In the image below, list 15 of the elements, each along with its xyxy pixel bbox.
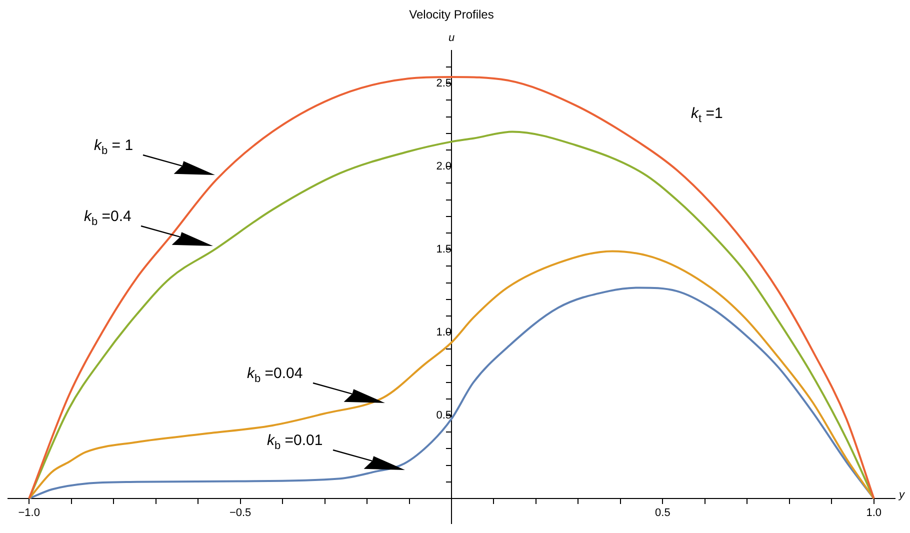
x-tick-label: 0.5 xyxy=(655,507,670,520)
annotation: k$_{b}$ = 1 xyxy=(94,137,134,157)
x-tick-label: 1.0 xyxy=(866,507,882,520)
annotation: k$_{b}$ =0.04 xyxy=(247,365,303,385)
y-tick-label: 1.5 xyxy=(436,244,452,256)
y-axis-title: u xyxy=(448,32,455,44)
x-tick-label: −1.0 xyxy=(18,507,40,520)
y-tick-label: 2.5 xyxy=(436,78,452,90)
chart-title: Velocity Profiles xyxy=(409,8,494,22)
y-tick-label: 0.5 xyxy=(436,410,452,422)
annotation: k$_{b}$ =0.4 xyxy=(84,208,132,228)
annotation: k$_{t}$ =1 xyxy=(690,105,723,126)
annotation: k$_{b}$ =0.01 xyxy=(267,432,323,452)
x-axis-title: y xyxy=(899,488,904,500)
x-tick-label: −0.5 xyxy=(229,507,252,520)
